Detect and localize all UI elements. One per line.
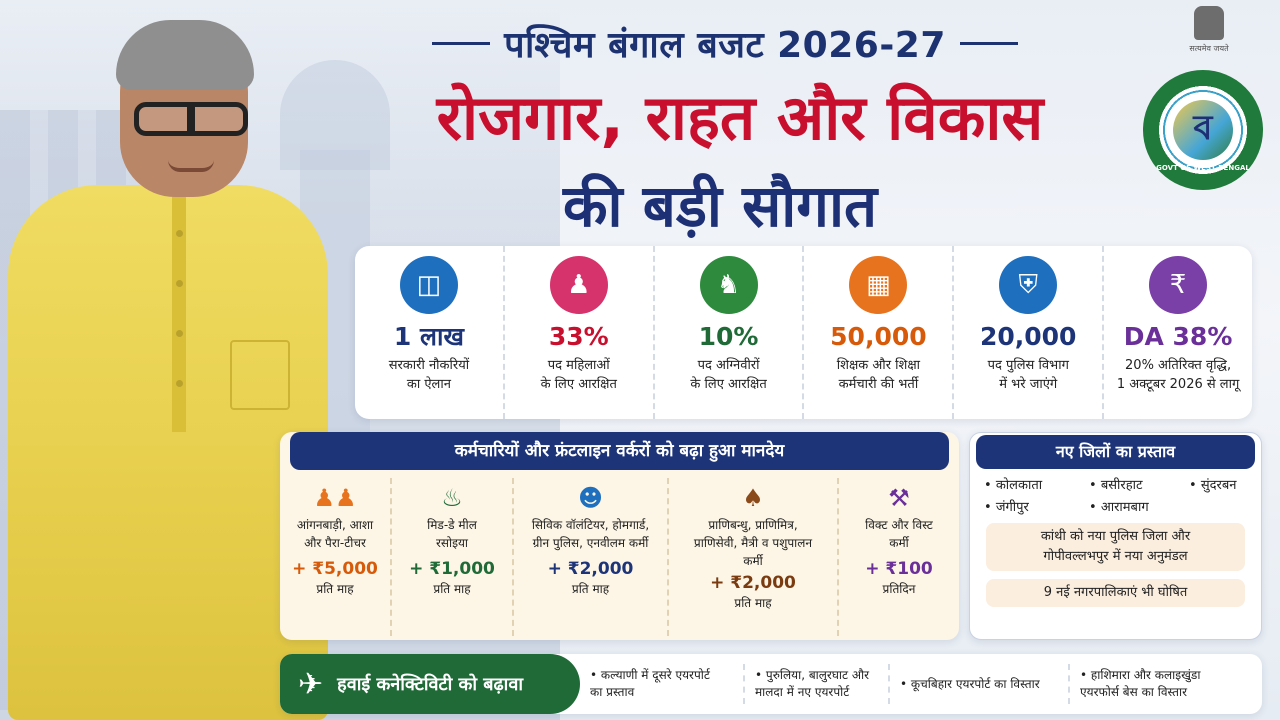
stat-desc: सरकारी नौकरियों का ऐलान bbox=[388, 358, 470, 392]
national-emblem: सत्यमेव जयते bbox=[1186, 6, 1232, 60]
honorarium-label: प्राणिबन्धु, प्राणिमित्र, प्राणिसेवी, मैत… bbox=[693, 518, 813, 568]
airplane-icon: ✈ bbox=[298, 666, 324, 702]
kurta bbox=[8, 185, 328, 720]
stat-desc: शिक्षक और शिक्षा कर्मचारी की भर्ती bbox=[836, 358, 921, 392]
district-name: सुंदरबन bbox=[1189, 475, 1261, 493]
kurta-button bbox=[176, 230, 183, 237]
district-name: कोलकाता bbox=[984, 475, 1089, 493]
stat-jobs: ◫ 1 लाख सरकारी नौकरियों का ऐलान bbox=[355, 246, 505, 419]
honorarium-label: सिविक वॉलंटियर, होमगार्ड, ग्रीन पुलिस, एन… bbox=[531, 518, 650, 550]
honorarium-amount: + ₹5,000 bbox=[292, 559, 378, 579]
honorarium-label: आंगनबाड़ी, आशा और पैरा-टीचर bbox=[296, 518, 374, 550]
honorarium-item: ♠ प्राणिबन्धु, प्राणिमित्र, प्राणिसेवी, म… bbox=[669, 478, 839, 636]
cow-icon: ♠ bbox=[742, 484, 764, 512]
teacher-icon: ▦ bbox=[849, 256, 908, 314]
kurta-button bbox=[176, 380, 183, 387]
honorarium-item: ♨ मिड-डे मील रसोइया + ₹1,000 प्रति माह bbox=[392, 478, 514, 636]
kurta-button bbox=[176, 280, 183, 287]
police-shield-icon: ⛨ bbox=[999, 256, 1058, 314]
honorarium-item: ⚒ विक्ट और विस्ट कर्मी + ₹100 प्रतिदिन bbox=[839, 478, 959, 636]
district-name: जंगीपुर bbox=[984, 497, 1089, 515]
stat-desc: पद महिलाओं के लिए आरक्षित bbox=[540, 358, 617, 392]
sub-title: की बड़ी सौगात bbox=[562, 172, 878, 240]
municipality-note: 9 नई नगरपालिकाएं भी घोषित bbox=[986, 579, 1245, 607]
stat-women: ♟ 33% पद महिलाओं के लिए आरक्षित bbox=[505, 246, 655, 419]
woman-icon: ♟ bbox=[549, 256, 608, 314]
districts-panel: नए जिलों का प्रस्ताव कोलकाता बसीरहाट सुं… bbox=[969, 432, 1262, 640]
volunteer-icon: ☻ bbox=[577, 484, 604, 512]
stat-desc: पद अग्निवीरों के लिए आरक्षित bbox=[690, 358, 767, 392]
district-name: बसीरहाट bbox=[1089, 475, 1189, 493]
honorarium-period: प्रति माह bbox=[433, 582, 471, 596]
district-list: कोलकाता बसीरहाट सुंदरबन जंगीपुर आरामबाग bbox=[970, 469, 1261, 515]
stat-value: 33% bbox=[548, 322, 609, 351]
state-logo-text: GOVT OF WEST BENGAL bbox=[1156, 164, 1250, 172]
air-item: • हाशिमारा और कलाइखुंडा एयरफोर्स बेस का व… bbox=[1080, 668, 1201, 699]
budget-title: पश्चिम बंगाल बजट 2026-27 bbox=[504, 24, 946, 66]
top-title: पश्चिम बंगाल बजट 2026-27 bbox=[370, 20, 1080, 66]
district-name: आरामबाग bbox=[1089, 497, 1189, 515]
cooking-pot-icon: ♨ bbox=[441, 484, 463, 512]
kurta-button bbox=[176, 330, 183, 337]
honorarium-title: कर्मचारियों और फ्रंटलाइन वर्करों को बढ़ा… bbox=[290, 432, 949, 470]
honorarium-period: प्रति माह bbox=[734, 596, 772, 610]
honorarium-period: प्रतिदिन bbox=[882, 582, 916, 596]
title-rule-right bbox=[959, 41, 1018, 45]
stat-value: 50,000 bbox=[830, 322, 927, 351]
glasses bbox=[134, 102, 248, 136]
police-district-note: कांथी को नया पुलिस जिला और गोपीवल्लभपुर म… bbox=[986, 523, 1245, 571]
honorarium-label: मिड-डे मील रसोइया bbox=[427, 518, 477, 550]
honorarium-panel: कर्मचारियों और फ्रंटलाइन वर्करों को बढ़ा… bbox=[280, 432, 959, 640]
hair bbox=[116, 20, 254, 90]
title-rule-left bbox=[432, 41, 491, 45]
honorarium-label: विक्ट और विस्ट कर्मी bbox=[865, 518, 933, 550]
air-title-block: ✈ हवाई कनेक्टिविटी को बढ़ावा bbox=[280, 654, 580, 714]
soldier-icon: ♞ bbox=[699, 256, 758, 314]
honorarium-item: ☻ सिविक वॉलंटियर, होमगार्ड, ग्रीन पुलिस, … bbox=[514, 478, 669, 636]
minister-photo bbox=[0, 10, 360, 720]
stat-da: ₹ DA 38% 20% अतिरिक्त वृद्धि, 1 अक्टूबर 2… bbox=[1104, 246, 1252, 419]
state-logo-letter: ব bbox=[1173, 100, 1233, 160]
west-bengal-logo: ব GOVT OF WEST BENGAL bbox=[1143, 70, 1263, 190]
honorarium-item: ♟♟ आंगनबाड़ी, आशा और पैरा-टीचर + ₹5,000 प… bbox=[280, 478, 392, 636]
stat-agniveer: ♞ 10% पद अग्निवीरों के लिए आरक्षित bbox=[655, 246, 805, 419]
lion-capital-icon bbox=[1194, 6, 1224, 40]
kurta-placket bbox=[172, 192, 186, 432]
air-item: • पुरुलिया, बालुरघाट और मालदा में नए एयरप… bbox=[745, 664, 890, 704]
worker-icon: ⚒ bbox=[888, 484, 910, 512]
kurta-pocket bbox=[230, 340, 290, 410]
people-icon: ♟♟ bbox=[313, 484, 357, 512]
smile bbox=[168, 160, 214, 172]
stat-value: 1 लाख bbox=[393, 322, 464, 351]
air-item: • कूचबिहार एयरपोर्ट का विस्तार bbox=[890, 664, 1070, 704]
honorarium-amount: + ₹2,000 bbox=[710, 573, 796, 593]
rupee-hands-icon: ₹ bbox=[1149, 256, 1208, 314]
air-connectivity-bar: ✈ हवाई कनेक्टिविटी को बढ़ावा • कल्याणी म… bbox=[280, 654, 1262, 714]
honorarium-amount: + ₹100 bbox=[865, 559, 933, 579]
stat-desc: पद पुलिस विभाग में भरे जाएंगे bbox=[987, 358, 1069, 392]
districts-title: नए जिलों का प्रस्ताव bbox=[976, 435, 1255, 469]
stat-teachers: ▦ 50,000 शिक्षक और शिक्षा कर्मचारी की भर्… bbox=[804, 246, 955, 419]
air-item: • कल्याणी में दूसरे एयरपोर्ट का प्रस्ताव bbox=[580, 664, 745, 704]
stat-value: 20,000 bbox=[979, 322, 1077, 351]
stat-desc: 20% अतिरिक्त वृद्धि, 1 अक्टूबर 2026 से ला… bbox=[1116, 358, 1240, 392]
stat-value: DA 38% bbox=[1123, 322, 1233, 351]
honorarium-period: प्रति माह bbox=[316, 582, 354, 596]
honorarium-amount: + ₹1,000 bbox=[409, 559, 495, 579]
main-title: रोजगार, राहत और विकास bbox=[436, 81, 1044, 154]
stat-value: 10% bbox=[698, 322, 759, 351]
briefcase-icon: ◫ bbox=[399, 256, 458, 314]
emblem-caption: सत्यमेव जयते bbox=[1189, 44, 1229, 53]
stats-card: ◫ 1 लाख सरकारी नौकरियों का ऐलान ♟ 33% पद … bbox=[355, 246, 1252, 419]
air-title: हवाई कनेक्टिविटी को बढ़ावा bbox=[337, 674, 523, 695]
honorarium-amount: + ₹2,000 bbox=[547, 559, 634, 579]
stat-police: ⛨ 20,000 पद पुलिस विभाग में भरे जाएंगे bbox=[954, 246, 1105, 419]
honorarium-period: प्रति माह bbox=[571, 582, 610, 596]
